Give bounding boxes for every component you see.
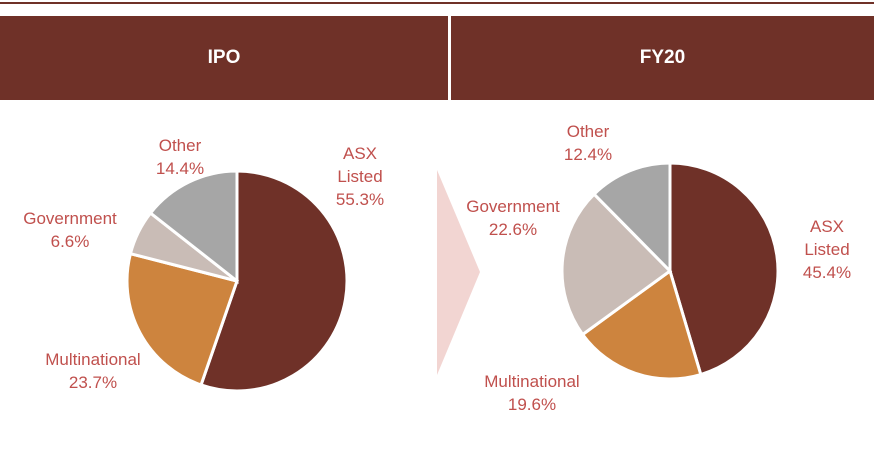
value-label: 12.4% xyxy=(563,145,613,164)
value-label: 14.4% xyxy=(155,159,205,178)
slice-label: ASX Listed 55.3% xyxy=(335,142,385,211)
category-label: Other xyxy=(566,122,610,141)
slice-label: Multinational 23.7% xyxy=(23,348,163,394)
top-rule xyxy=(0,2,874,4)
slice-label: Government 6.6% xyxy=(0,207,140,253)
value-label: 6.6% xyxy=(50,232,90,251)
value-label: 23.7% xyxy=(68,373,118,392)
pie-slice xyxy=(580,268,703,381)
pie-slice xyxy=(125,251,239,387)
pie-slice xyxy=(560,192,673,337)
pie-slice xyxy=(591,161,672,275)
category-label: ASX Listed xyxy=(804,217,850,259)
arrow xyxy=(437,170,480,375)
pie-slice xyxy=(668,161,780,377)
chart-title: FY20 xyxy=(639,47,686,68)
slice-label: Multinational 19.6% xyxy=(462,370,602,416)
value-label: 22.6% xyxy=(488,220,538,239)
category-label: Other xyxy=(158,136,202,155)
category-label: Government xyxy=(466,197,560,216)
header-ipo: IPO xyxy=(0,16,448,100)
chart-title: IPO xyxy=(207,47,241,68)
slice-label: Government 22.6% xyxy=(443,195,583,241)
slice-label: Other 12.4% xyxy=(548,120,628,166)
pie-slice xyxy=(148,169,239,285)
category-label: Multinational xyxy=(45,350,141,369)
header-fy20: FY20 xyxy=(451,16,874,100)
category-label: ASX Listed xyxy=(337,144,383,186)
value-label: 45.4% xyxy=(802,263,852,282)
value-label: 19.6% xyxy=(507,395,557,414)
category-label: Multinational xyxy=(484,372,580,391)
value-label: 55.3% xyxy=(335,190,385,209)
category-label: Government xyxy=(23,209,117,228)
slice-label: Other 14.4% xyxy=(140,134,220,180)
slice-label: ASX Listed 45.4% xyxy=(802,215,852,284)
